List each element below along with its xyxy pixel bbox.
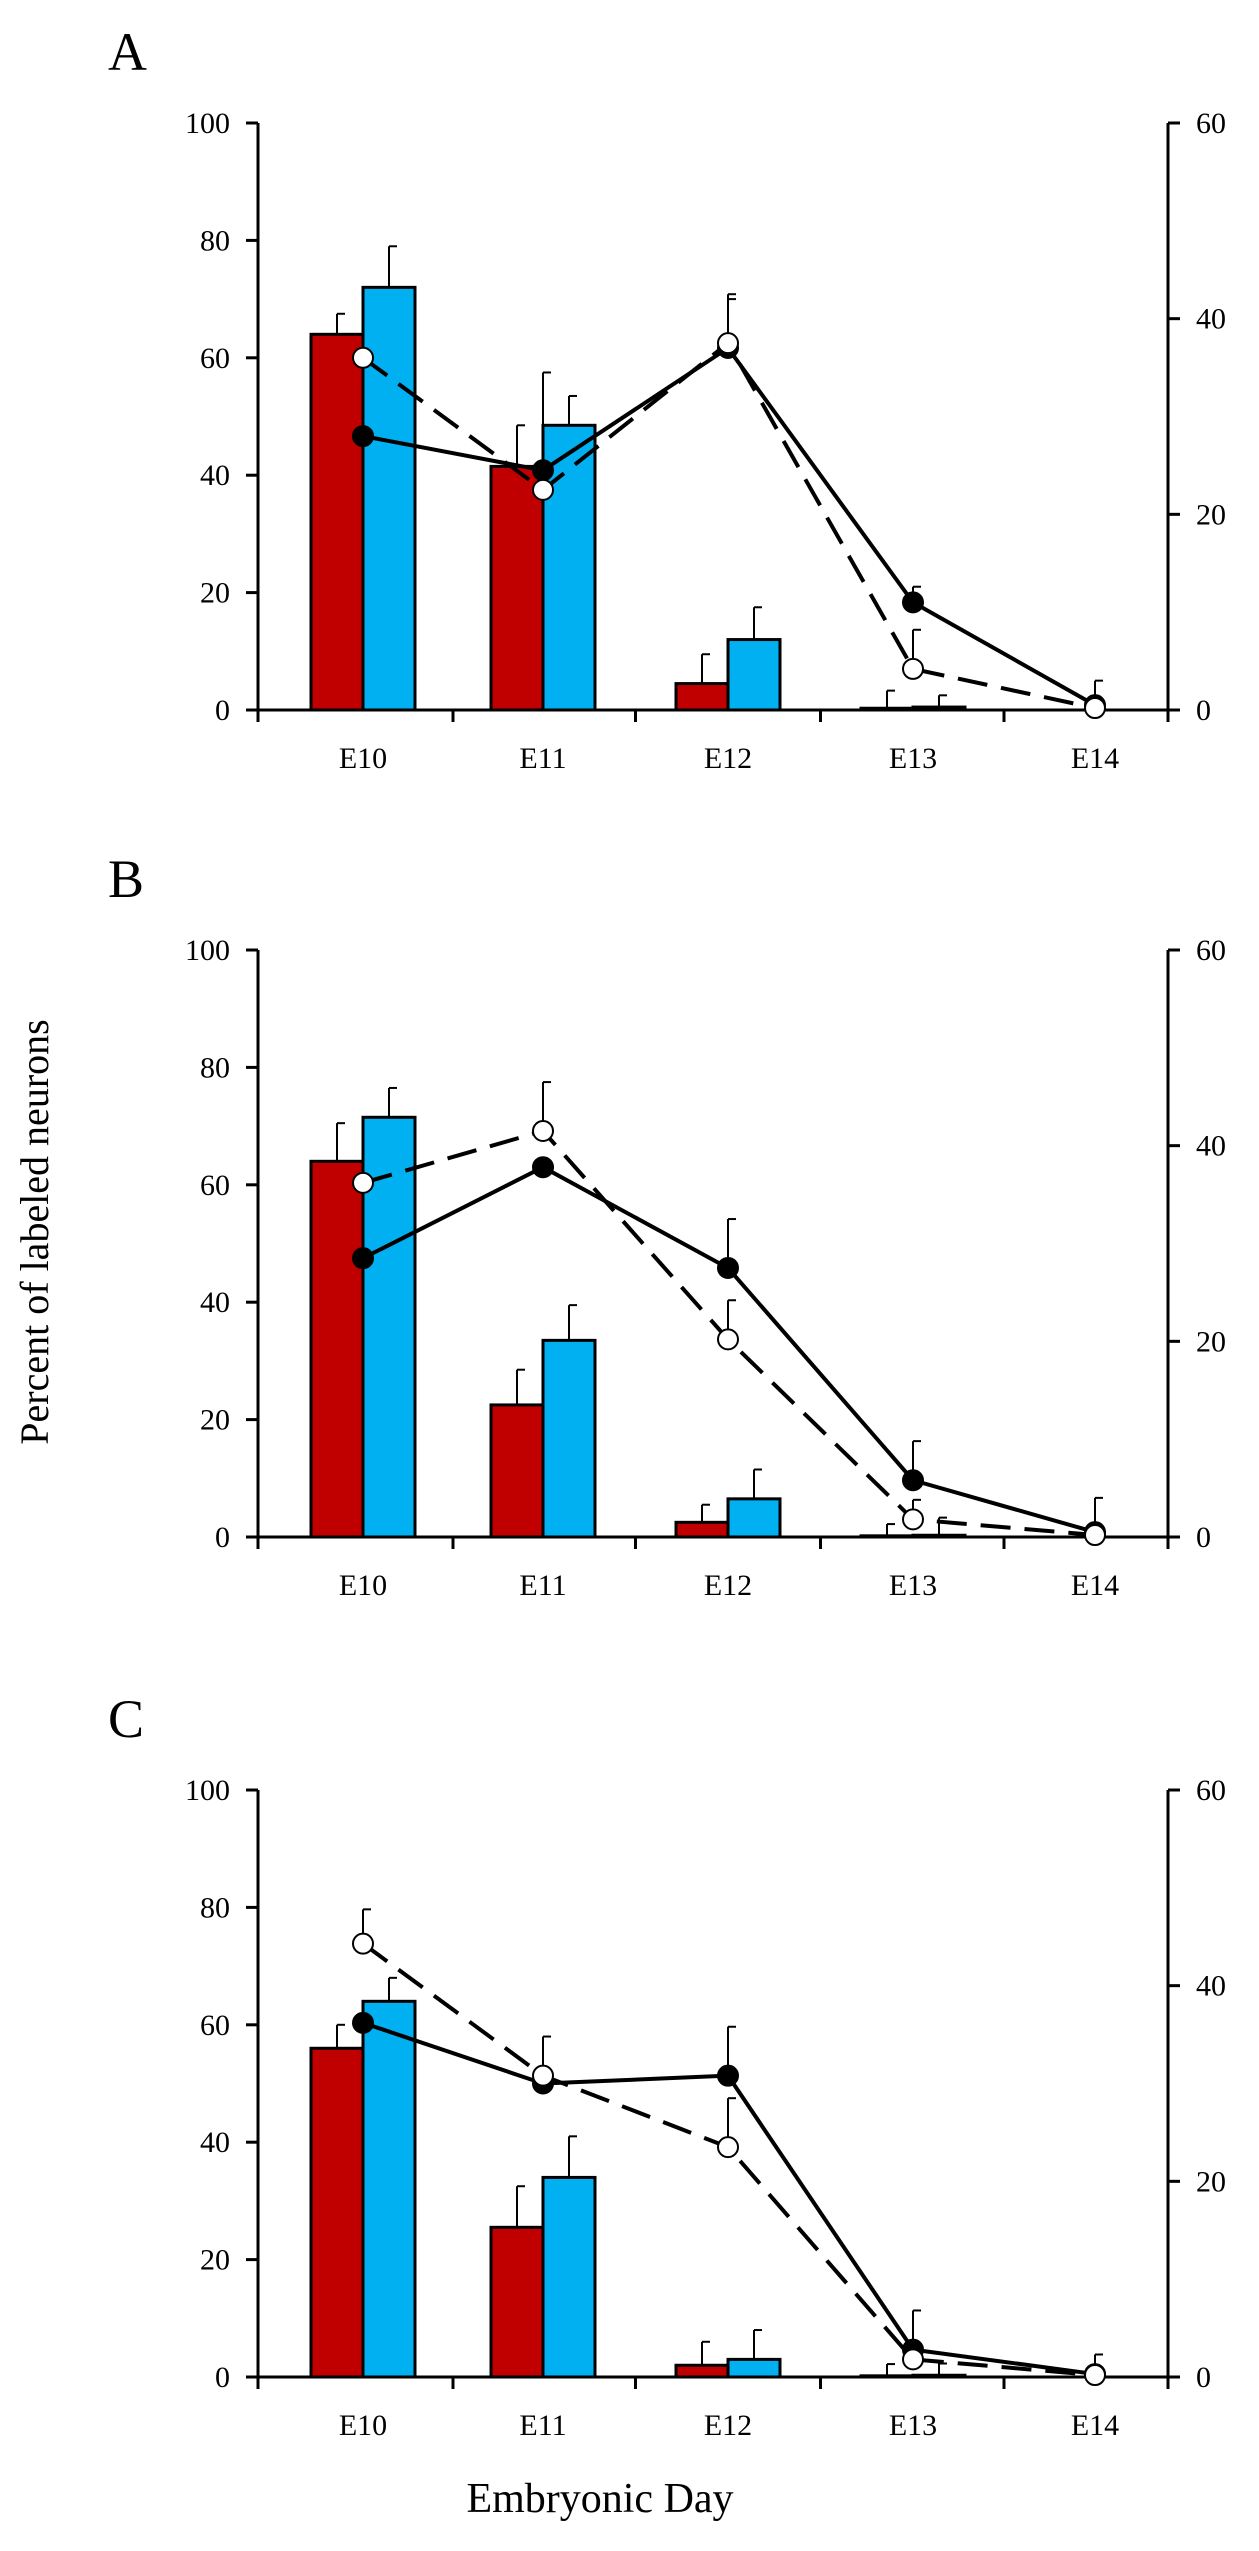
y-tick-label-left: 80 xyxy=(200,224,230,257)
y-tick-label-left: 60 xyxy=(200,2009,230,2042)
bar-blue xyxy=(541,2175,597,2379)
series-point-solid-filled xyxy=(532,459,554,482)
series-point-dashed-open xyxy=(532,2064,554,2087)
chart-panel-c: C 0 20 40 60 80 100 0 20 40 60 E10 E11 E12 E13 E14 xyxy=(108,1689,1226,2442)
panel-label: C xyxy=(108,1689,144,1749)
series-point-solid-filled xyxy=(532,1156,554,1179)
x-tick-label: E13 xyxy=(889,1569,937,1602)
y-tick-label-left: 60 xyxy=(200,1169,230,1202)
y-tick-label-left: 40 xyxy=(200,2126,230,2159)
bar-red xyxy=(309,2046,365,2379)
series-point-solid-filled xyxy=(902,591,924,614)
x-tick-label: E10 xyxy=(339,1569,387,1602)
bar-blue xyxy=(361,1999,417,2379)
series-point-dashed-open xyxy=(902,2348,924,2371)
bar-blue xyxy=(541,1338,597,1539)
y-axis-title: Percent of labeled neurons xyxy=(12,1019,57,1444)
series-point-dashed-open xyxy=(532,1119,554,1142)
series-point-dashed-open xyxy=(717,332,739,355)
bar-red xyxy=(674,1520,730,1539)
series-point-solid-filled xyxy=(717,2064,739,2087)
series-point-solid-filled xyxy=(352,2011,374,2034)
y-tick-label-left: 0 xyxy=(215,1521,230,1554)
x-tick-label: E14 xyxy=(1071,742,1119,775)
y-tick-label-right: 60 xyxy=(1196,934,1226,967)
x-tick-label: E11 xyxy=(519,2409,566,2442)
y-tick-label-right: 20 xyxy=(1196,498,1226,531)
y-tick-label-right: 40 xyxy=(1196,303,1226,336)
x-tick-label: E12 xyxy=(704,2409,752,2442)
bar-blue xyxy=(726,638,782,712)
y-tick-label-left: 40 xyxy=(200,459,230,492)
y-tick-label-left: 0 xyxy=(215,694,230,727)
y-tick-label-left: 0 xyxy=(215,2361,230,2394)
bar-red xyxy=(489,464,545,712)
y-tick-label-left: 100 xyxy=(185,107,230,140)
y-tick-label-left: 40 xyxy=(200,1286,230,1319)
x-axis-title: Embryonic Day xyxy=(466,2476,733,2522)
bar-blue xyxy=(726,1497,782,1539)
chart-panel-b: B 0 20 40 60 80 100 0 20 40 60 E10 E11 E12 E13 E14 xyxy=(108,849,1226,1602)
panel-label: A xyxy=(108,22,147,82)
y-tick-label-left: 20 xyxy=(200,1404,230,1437)
series-point-dashed-open xyxy=(902,1508,924,1531)
y-tick-label-right: 0 xyxy=(1196,694,1211,727)
bar-red xyxy=(309,332,365,712)
bar-red xyxy=(489,2225,545,2379)
y-tick-label-right: 40 xyxy=(1196,1970,1226,2003)
y-tick-label-left: 20 xyxy=(200,2244,230,2277)
bar-red xyxy=(489,1403,545,1539)
series-point-dashed-open xyxy=(1084,1524,1106,1547)
bar-red xyxy=(674,682,730,712)
x-tick-label: E11 xyxy=(519,742,566,775)
y-tick-label-right: 20 xyxy=(1196,2165,1226,2198)
x-tick-label: E12 xyxy=(704,742,752,775)
series-point-solid-filled xyxy=(717,1256,739,1279)
y-tick-label-right: 60 xyxy=(1196,1774,1226,1807)
x-tick-label: E10 xyxy=(339,2409,387,2442)
y-tick-label-right: 60 xyxy=(1196,107,1226,140)
y-tick-label-left: 60 xyxy=(200,342,230,375)
series-point-dashed-open xyxy=(352,1171,374,1194)
series-point-dashed-open xyxy=(532,478,554,501)
x-tick-label: E14 xyxy=(1071,1569,1119,1602)
x-tick-label: E13 xyxy=(889,2409,937,2442)
series-point-dashed-open xyxy=(717,2136,739,2159)
series-point-solid-filled xyxy=(352,425,374,448)
y-tick-label-left: 80 xyxy=(200,1891,230,1924)
series-point-solid-filled xyxy=(352,1247,374,1270)
x-tick-label: E13 xyxy=(889,742,937,775)
x-tick-label: E14 xyxy=(1071,2409,1119,2442)
series-point-dashed-open xyxy=(717,1328,739,1351)
series-point-dashed-open xyxy=(902,657,924,680)
x-tick-label: E10 xyxy=(339,742,387,775)
bar-red xyxy=(309,1159,365,1539)
panel-label: B xyxy=(108,849,144,909)
y-tick-label-right: 0 xyxy=(1196,2361,1211,2394)
y-tick-label-right: 40 xyxy=(1196,1130,1226,1163)
bar-blue xyxy=(726,2357,782,2379)
y-tick-label-right: 20 xyxy=(1196,1325,1226,1358)
y-tick-label-left: 100 xyxy=(185,934,230,967)
y-tick-label-left: 20 xyxy=(200,577,230,610)
x-tick-label: E11 xyxy=(519,1569,566,1602)
series-point-dashed-open xyxy=(1084,697,1106,720)
y-tick-label-right: 0 xyxy=(1196,1521,1211,1554)
chart-panel-a: A 0 20 40 60 80 100 0 20 40 60 E10 E11 E12 E13 E14 xyxy=(108,22,1226,775)
series-point-dashed-open xyxy=(352,1932,374,1955)
series-point-dashed-open xyxy=(1084,2364,1106,2387)
x-tick-label: E12 xyxy=(704,1569,752,1602)
series-point-dashed-open xyxy=(352,346,374,369)
bar-red xyxy=(674,2363,730,2379)
y-tick-label-left: 100 xyxy=(185,1774,230,1807)
series-line-dashed-open xyxy=(361,1941,1096,2378)
series-point-solid-filled xyxy=(902,1469,924,1492)
y-tick-label-left: 80 xyxy=(200,1051,230,1084)
